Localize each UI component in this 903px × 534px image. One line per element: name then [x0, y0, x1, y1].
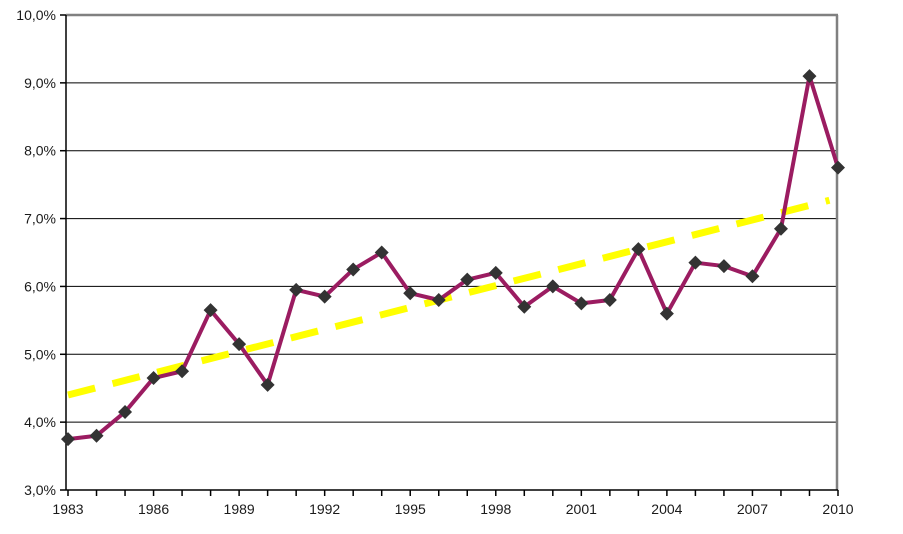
x-axis-label: 2004	[651, 501, 682, 517]
data-point-marker	[745, 269, 760, 284]
data-point-marker	[203, 303, 218, 318]
x-axis-label: 1995	[395, 501, 426, 517]
data-point-marker	[517, 299, 532, 314]
y-axis-label: 3,0%	[24, 482, 56, 498]
data-point-marker	[403, 286, 418, 301]
y-axis-label: 9,0%	[24, 75, 56, 91]
data-point-marker	[631, 242, 646, 257]
data-point-marker	[460, 272, 475, 287]
data-point-marker	[773, 221, 788, 236]
data-series-line	[66, 74, 840, 442]
data-point-marker	[802, 69, 817, 84]
data-point-marker	[289, 282, 304, 297]
y-axis-label: 8,0%	[24, 143, 56, 159]
trend-line	[67, 196, 831, 399]
x-axis-label: 1989	[224, 501, 255, 517]
data-point-marker	[831, 160, 845, 175]
data-point-marker	[232, 337, 247, 352]
x-axis-label: 2010	[822, 501, 853, 517]
data-point-marker	[431, 293, 446, 307]
data-point-marker	[374, 245, 389, 260]
y-axis-label: 6,0%	[24, 278, 56, 294]
data-point-marker	[488, 265, 503, 280]
data-point-marker	[346, 262, 361, 277]
data-point-marker	[89, 428, 104, 443]
data-point-marker	[175, 364, 190, 379]
x-axis-label: 1998	[480, 501, 511, 517]
data-point-marker	[574, 296, 589, 311]
data-point-marker	[602, 293, 617, 307]
data-point-marker	[317, 289, 332, 304]
x-axis-label: 2001	[566, 501, 597, 517]
y-axis-label: 5,0%	[24, 346, 56, 362]
data-point-marker	[659, 306, 674, 321]
data-point-marker	[118, 404, 133, 419]
x-axis-label: 1983	[52, 501, 83, 517]
x-axis-label: 1992	[309, 501, 340, 517]
x-axis-label: 2007	[737, 501, 768, 517]
y-axis-label: 7,0%	[24, 211, 56, 227]
data-point-marker	[61, 432, 75, 447]
y-axis-label: 4,0%	[24, 414, 56, 430]
data-point-marker	[545, 279, 560, 294]
data-point-marker	[260, 377, 275, 392]
y-axis-label: 10,0%	[16, 7, 56, 23]
data-point-marker	[146, 371, 161, 386]
data-point-marker	[716, 259, 731, 274]
data-point-marker	[688, 255, 703, 270]
x-axis-label: 1986	[138, 501, 169, 517]
